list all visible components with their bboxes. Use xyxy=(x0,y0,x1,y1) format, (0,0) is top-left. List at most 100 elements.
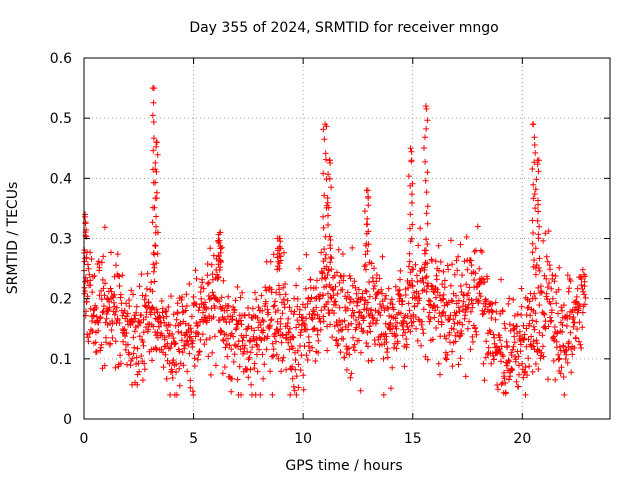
data-point xyxy=(582,294,589,301)
data-point xyxy=(135,360,142,367)
data-point xyxy=(421,264,428,271)
data-point xyxy=(274,266,281,273)
data-point xyxy=(174,300,181,307)
data-point xyxy=(239,289,246,296)
data-point xyxy=(454,329,461,336)
data-point xyxy=(366,312,373,319)
data-point xyxy=(406,250,413,257)
data-point xyxy=(103,315,110,322)
data-point xyxy=(167,344,174,351)
data-point xyxy=(173,361,180,368)
data-point xyxy=(562,356,569,362)
data-point xyxy=(325,299,331,305)
data-point xyxy=(341,354,348,361)
data-point xyxy=(277,253,284,260)
data-point xyxy=(488,315,495,321)
data-point xyxy=(529,166,536,172)
data-point xyxy=(195,352,202,358)
data-point xyxy=(501,320,508,327)
data-point xyxy=(476,290,483,297)
data-point xyxy=(384,304,391,311)
data-point xyxy=(475,297,482,304)
data-point xyxy=(152,159,159,166)
data-point xyxy=(188,328,195,335)
data-point xyxy=(295,361,302,368)
data-point xyxy=(110,293,116,299)
data-point xyxy=(152,179,159,186)
data-point xyxy=(279,310,286,317)
data-point xyxy=(294,296,301,302)
data-point xyxy=(96,264,103,271)
data-point xyxy=(378,286,385,293)
data-point xyxy=(574,326,581,332)
data-point xyxy=(200,285,207,292)
data-point xyxy=(263,287,270,294)
data-point xyxy=(340,272,347,279)
data-point xyxy=(228,388,235,395)
data-point xyxy=(123,313,130,320)
data-point xyxy=(506,358,513,365)
data-point xyxy=(95,258,102,265)
data-point xyxy=(192,267,199,274)
data-point xyxy=(558,364,565,371)
data-point xyxy=(424,241,431,248)
data-point xyxy=(84,261,91,268)
data-point xyxy=(176,365,183,372)
data-point xyxy=(291,308,298,315)
data-point xyxy=(169,331,176,337)
data-point xyxy=(305,333,312,340)
data-point xyxy=(540,310,547,317)
data-point xyxy=(150,147,157,154)
x-tick-label: 15 xyxy=(404,431,422,447)
data-point xyxy=(422,103,429,110)
data-point xyxy=(485,344,492,351)
data-point xyxy=(408,235,415,242)
data-point xyxy=(581,278,588,285)
data-point xyxy=(402,329,409,336)
data-point xyxy=(456,308,463,315)
data-point xyxy=(336,304,343,311)
data-point xyxy=(246,354,253,361)
data-point xyxy=(259,351,266,358)
data-point xyxy=(525,355,532,362)
data-point xyxy=(236,363,243,370)
y-tick-label: 0.1 xyxy=(50,352,72,368)
data-point xyxy=(170,335,177,342)
data-point xyxy=(163,313,170,320)
data-point xyxy=(422,158,429,165)
data-point xyxy=(238,321,245,328)
data-point xyxy=(211,333,218,340)
data-point xyxy=(361,208,368,215)
data-point xyxy=(280,332,286,339)
data-point xyxy=(442,312,449,319)
data-point xyxy=(536,255,543,262)
data-point xyxy=(473,331,480,338)
data-point xyxy=(289,333,296,340)
data-point xyxy=(523,325,530,332)
data-point xyxy=(93,348,100,355)
data-point xyxy=(339,286,346,293)
data-point xyxy=(409,322,415,329)
data-point xyxy=(457,241,464,248)
data-point xyxy=(535,366,542,373)
data-point xyxy=(277,320,284,327)
data-point xyxy=(409,282,416,289)
data-point xyxy=(580,288,587,295)
data-point xyxy=(216,298,223,305)
data-point xyxy=(324,272,331,278)
data-point xyxy=(500,353,507,360)
data-point xyxy=(234,284,241,290)
data-point xyxy=(397,276,403,283)
data-point xyxy=(534,340,541,347)
data-point xyxy=(498,276,504,283)
data-point xyxy=(536,302,543,308)
data-point xyxy=(407,145,414,152)
data-point xyxy=(325,204,332,211)
data-point xyxy=(274,318,281,325)
data-point xyxy=(121,307,128,314)
data-point xyxy=(326,233,333,240)
data-point xyxy=(302,285,309,292)
data-point xyxy=(130,291,136,298)
data-point xyxy=(158,298,165,304)
